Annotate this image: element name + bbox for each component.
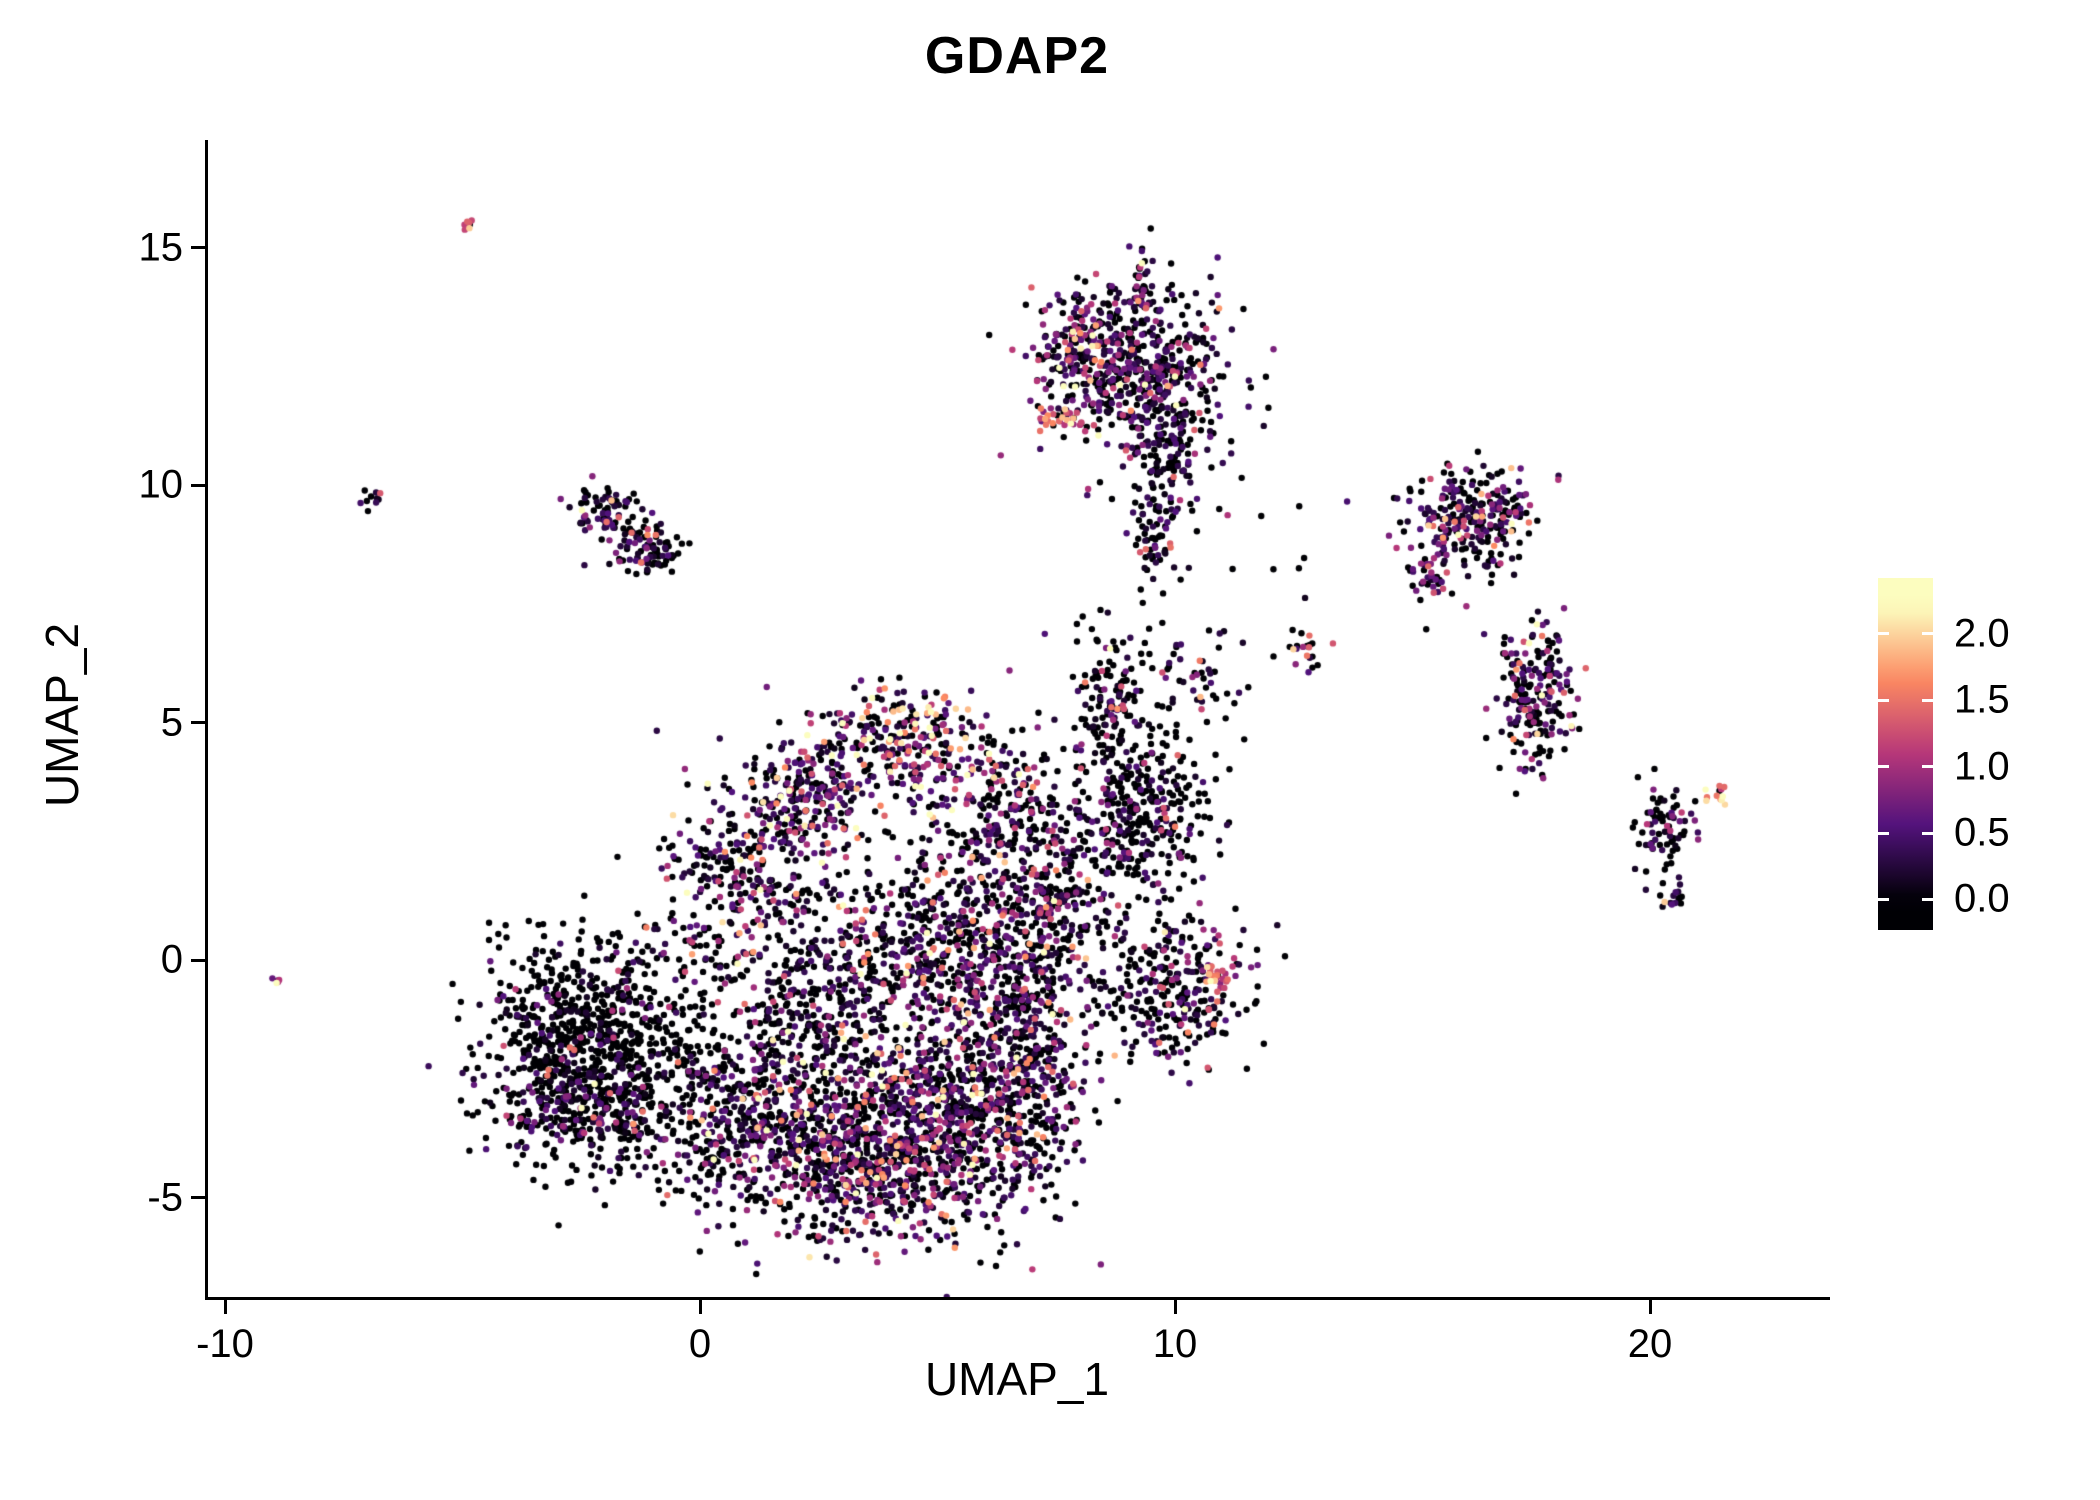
y-axis-tick-label: 10	[138, 462, 184, 507]
colorbar-tick-label: 0.0	[1954, 876, 2010, 921]
y-axis-tick-label: -5	[147, 1175, 183, 1219]
x-axis-tick-label: 20	[1627, 1322, 1673, 1366]
y-axis-tick-label: 15	[138, 225, 184, 269]
colorbar-tick-label: 1.5	[1954, 677, 2010, 722]
colorbar-tick-mark	[1878, 632, 1889, 636]
colorbar-tick-mark	[1878, 698, 1889, 702]
y-axis-tick-label: 0	[160, 937, 183, 982]
colorbar-tick-label: 2.0	[1954, 611, 2010, 656]
y-axis-tick-mark	[191, 483, 205, 487]
colorbar-tick-label: 1.0	[1954, 744, 2010, 789]
x-axis-tick-mark	[698, 1300, 702, 1314]
y-axis-tick-mark	[191, 246, 205, 249]
colorbar-tick-mark	[1878, 765, 1889, 769]
scatter-points-canvas	[205, 140, 1830, 1300]
colorbar-tick-mark	[1878, 831, 1889, 835]
x-axis-title: UMAP_1	[924, 1353, 1110, 1405]
plot-title: GDAP2	[924, 27, 1110, 85]
x-axis-tick-mark	[1648, 1300, 1652, 1314]
colorbar-tick-mark	[1922, 765, 1933, 769]
colorbar-tick-mark	[1922, 698, 1933, 702]
x-axis-tick-label: 10	[1152, 1322, 1198, 1366]
x-axis-tick-mark	[223, 1300, 227, 1314]
x-axis-tick-label: -10	[196, 1322, 254, 1366]
colorbar-tick-mark	[1922, 632, 1933, 636]
x-axis-tick-mark	[1173, 1300, 1177, 1314]
y-axis-tick-mark	[191, 1196, 205, 1199]
colorbar-tick-mark	[1878, 897, 1889, 901]
colorbar-tick-label: 0.5	[1954, 810, 2010, 855]
colorbar-gradient	[1878, 578, 1933, 930]
colorbar-tick-mark	[1922, 831, 1933, 835]
y-axis-tick-mark	[191, 958, 205, 962]
y-axis-tick-label: 5	[160, 700, 183, 744]
colorbar-tick-mark	[1922, 897, 1933, 901]
y-axis-tick-mark	[191, 721, 205, 724]
x-axis-tick-label: 0	[688, 1322, 712, 1366]
